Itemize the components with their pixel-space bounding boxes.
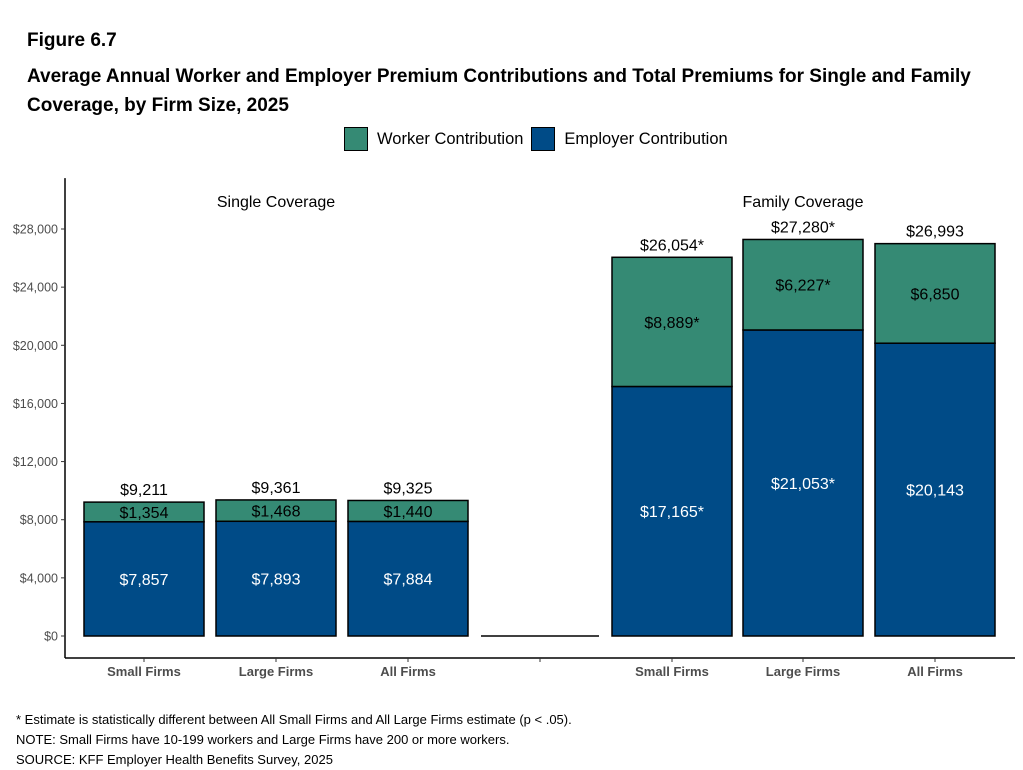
x-tick-label: Large Firms [239,664,313,679]
y-tick-label: $8,000 [20,513,58,527]
bar-employer [83,521,205,637]
y-tick-label: $20,000 [13,339,58,353]
data-label-employer: $17,165* [640,504,704,521]
figure-label: Figure 6.7 [27,30,117,51]
data-label-worker: $1,440 [384,504,433,521]
panel-label-family: Family Coverage [743,194,864,211]
legend-item-employer: Employer Contribution [531,127,728,151]
data-label-employer: $20,143 [906,483,964,500]
y-tick-label: $4,000 [20,571,58,585]
panel-label-single: Single Coverage [217,194,335,211]
y-tick-label: $0 [44,630,58,644]
bar-employer [611,385,733,637]
data-label-worker: $8,889* [644,315,699,332]
legend: Worker Contribution Employer Contributio… [344,127,736,151]
data-label-total: $26,993 [906,224,964,241]
bar-worker [874,242,996,344]
note-significance: * Estimate is statistically different be… [16,712,572,727]
data-label-total: $26,054* [640,237,704,254]
data-label-worker: $6,850 [911,286,960,303]
data-label-total: $9,325 [384,480,433,497]
legend-label-employer: Employer Contribution [564,129,728,148]
bar-worker [83,501,205,523]
data-label-worker: $1,468 [252,504,301,521]
legend-item-worker: Worker Contribution [344,127,523,151]
chart-title: Average Annual Worker and Employer Premi… [27,66,971,116]
y-tick-label: $24,000 [13,281,58,295]
bar-employer [215,520,337,637]
data-label-worker: $1,354 [120,505,169,522]
notes: * Estimate is statistically different be… [16,710,572,770]
legend-swatch-employer [531,127,556,151]
x-tick-label: All Firms [907,664,963,679]
note-firm-size: NOTE: Small Firms have 10-199 workers an… [16,732,510,747]
data-label-total: $9,211 [120,482,168,499]
data-label-total: $27,280* [771,219,835,236]
bar-worker [215,499,337,523]
x-tick-label: Small Firms [635,664,709,679]
bar-worker [611,256,733,388]
data-label-employer: $21,053* [771,476,835,493]
bar-employer [347,520,469,637]
data-label-employer: $7,893 [252,572,301,589]
data-label-worker: $6,227* [775,278,830,295]
data-label-total: $9,361 [252,480,301,497]
x-tick-label: All Firms [380,664,436,679]
bar-employer [874,342,996,637]
note-source: SOURCE: KFF Employer Health Benefits Sur… [16,752,333,767]
legend-label-worker: Worker Contribution [377,129,524,148]
y-tick-label: $16,000 [13,397,58,411]
bar-worker [347,499,469,523]
y-tick-label: $12,000 [13,455,58,469]
data-label-employer: $7,884 [384,572,433,589]
x-tick-label: Large Firms [766,664,840,679]
legend-swatch-worker [344,127,368,151]
data-label-employer: $7,857 [120,572,169,589]
bar-worker [742,238,864,331]
y-tick-label: $28,000 [13,223,58,237]
bar-employer [742,329,864,637]
x-tick-label: Small Firms [107,664,181,679]
